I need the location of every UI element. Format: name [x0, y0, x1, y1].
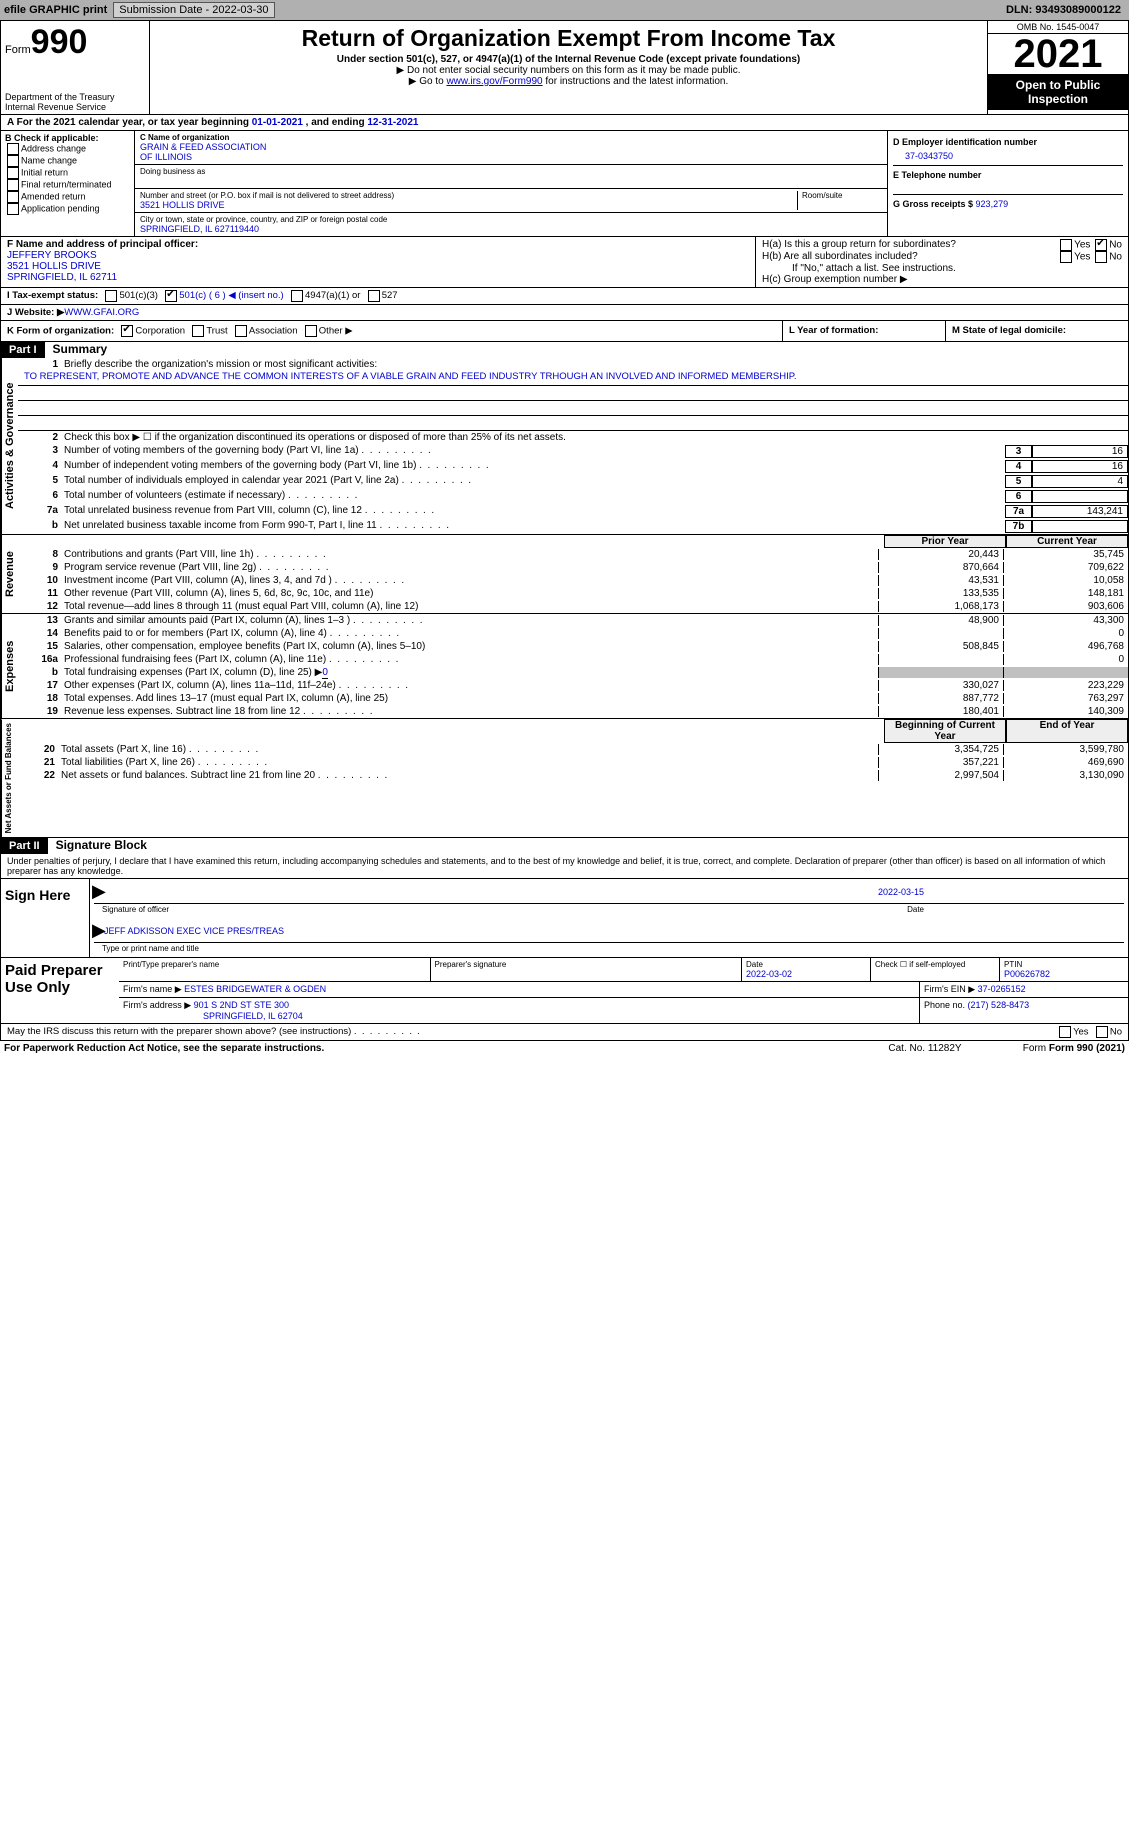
paid-preparer-label: Paid Preparer Use Only — [1, 958, 119, 1023]
sig-date: 2022-03-15 — [878, 887, 924, 897]
form-header-center: Return of Organization Exempt From Incom… — [150, 21, 987, 114]
org-city: SPRINGFIELD, IL 627119440 — [140, 224, 882, 234]
efile-toolbar: efile GRAPHIC print Submission Date - 20… — [0, 0, 1129, 20]
col-f-officer: F Name and address of principal officer:… — [1, 237, 756, 287]
form-header: Form990 Department of the Treasury Inter… — [0, 20, 1129, 115]
col-c-name-address: C Name of organization GRAIN & FEED ASSO… — [135, 131, 888, 236]
form-title: Return of Organization Exempt From Incom… — [156, 25, 981, 52]
officer-signature-line[interactable]: ▶ Signature of officer 2022-03-15 Date — [94, 881, 1124, 904]
line-a-calendar: A For the 2021 calendar year, or tax yea… — [0, 115, 1129, 131]
form-990-page: efile GRAPHIC print Submission Date - 20… — [0, 0, 1129, 1056]
form-header-left: Form990 Department of the Treasury Inter… — [1, 21, 150, 114]
hb-no[interactable] — [1095, 251, 1107, 263]
discuss-no[interactable] — [1096, 1026, 1108, 1038]
irs-label: Internal Revenue Service — [5, 102, 145, 112]
val-5: 4 — [1032, 475, 1128, 488]
check-initial-return[interactable] — [7, 167, 19, 179]
val-7b — [1032, 520, 1128, 533]
vlabel-expenses: Expenses — [1, 614, 18, 718]
sign-here-label: Sign Here — [1, 879, 90, 957]
perjury-declaration: Under penalties of perjury, I declare th… — [0, 854, 1129, 879]
officer-name-line: ▶ JEFF ADKISSON EXEC VICE PRES/TREAS Typ… — [94, 920, 1124, 943]
check-address-change[interactable] — [7, 143, 19, 155]
part-i-header: Part ISummary — [0, 342, 1129, 358]
hb-yes[interactable] — [1060, 251, 1072, 263]
k-other[interactable] — [305, 325, 317, 337]
entity-block: B Check if applicable: Address change Na… — [0, 131, 1129, 237]
org-street: 3521 HOLLIS DRIVE — [140, 200, 797, 210]
part-ii-header: Part IISignature Block — [0, 838, 1129, 854]
activities-governance-block: Activities & Governance 1Briefly describ… — [0, 358, 1129, 535]
signature-arrow-icon: ▶ — [92, 881, 106, 902]
paid-preparer-block: Paid Preparer Use Only Print/Type prepar… — [0, 958, 1129, 1024]
form-number: 990 — [31, 23, 88, 61]
line-i-tax-status: I Tax-exempt status: 501(c)(3) 501(c) ( … — [0, 288, 1129, 305]
org-name-2: OF ILLINOIS — [140, 152, 882, 162]
k-trust[interactable] — [192, 325, 204, 337]
k-corp[interactable] — [121, 325, 133, 337]
discuss-yes[interactable] — [1059, 1026, 1071, 1038]
i-4947[interactable] — [291, 290, 303, 302]
val-7a: 143,241 — [1032, 505, 1128, 518]
line-j-website: J Website: ▶ WWW.GFAI.ORG — [0, 305, 1129, 321]
col-b-checkboxes: B Check if applicable: Address change Na… — [1, 131, 135, 236]
i-501c[interactable] — [165, 290, 177, 302]
page-footer: For Paperwork Reduction Act Notice, see … — [0, 1041, 1129, 1056]
irs-form990-link[interactable]: www.irs.gov/Form990 — [446, 76, 542, 87]
efile-label: efile GRAPHIC print — [0, 4, 111, 16]
vlabel-revenue: Revenue — [1, 535, 18, 613]
k-assoc[interactable] — [235, 325, 247, 337]
ha-yes[interactable] — [1060, 239, 1072, 251]
org-name: GRAIN & FEED ASSOCIATION — [140, 142, 882, 152]
open-inspection: Open to Public Inspection — [988, 74, 1128, 110]
gross-receipts: 923,279 — [976, 199, 1009, 209]
vlabel-net-assets: Net Assets or Fund Balances — [1, 719, 15, 837]
net-assets-block: Net Assets or Fund Balances Beginning of… — [0, 719, 1129, 838]
check-app-pending[interactable] — [7, 203, 19, 215]
goto-notice: ▶ Go to www.irs.gov/Form990 for instruct… — [156, 76, 981, 87]
form-subtitle: Under section 501(c), 527, or 4947(a)(1)… — [156, 54, 981, 65]
form-word: Form — [5, 44, 31, 56]
dln-label: DLN: 93493089000122 — [1006, 4, 1129, 16]
form-header-right: OMB No. 1545-0047 2021 Open to Public In… — [987, 21, 1128, 114]
l-year-formation: L Year of formation: — [783, 321, 946, 341]
revenue-block: Revenue Prior YearCurrent Year 8Contribu… — [0, 535, 1129, 614]
line-k-l-m: K Form of organization: Corporation Trus… — [0, 321, 1129, 342]
officer-h-block: F Name and address of principal officer:… — [0, 237, 1129, 288]
website-value: WWW.GFAI.ORG — [64, 307, 139, 318]
expenses-block: Expenses 13Grants and similar amounts pa… — [0, 614, 1129, 719]
dept-treasury: Department of the Treasury — [5, 92, 145, 102]
ein-value: 37-0343750 — [893, 147, 1123, 161]
val-4: 16 — [1032, 460, 1128, 473]
check-amended[interactable] — [7, 191, 19, 203]
ha-no[interactable] — [1095, 239, 1107, 251]
ssn-notice: ▶ Do not enter social security numbers o… — [156, 65, 981, 76]
i-527[interactable] — [368, 290, 380, 302]
officer-name: JEFF ADKISSON EXEC VICE PRES/TREAS — [104, 926, 284, 936]
col-h-group: H(a) Is this a group return for subordin… — [756, 237, 1128, 287]
vlabel-activities: Activities & Governance — [1, 358, 18, 534]
col-d-ein: D Employer identification number 37-0343… — [888, 131, 1128, 236]
val-3: 16 — [1032, 445, 1128, 458]
mission-text: TO REPRESENT, PROMOTE AND ADVANCE THE CO… — [18, 371, 1128, 386]
m-state-domicile: M State of legal domicile: — [946, 321, 1128, 341]
signature-block: Sign Here ▶ Signature of officer 2022-03… — [0, 879, 1129, 958]
check-name-change[interactable] — [7, 155, 19, 167]
check-final-return[interactable] — [7, 179, 19, 191]
submission-date-button[interactable]: Submission Date - 2022-03-30 — [113, 2, 274, 18]
val-6 — [1032, 490, 1128, 503]
irs-discuss-row: May the IRS discuss this return with the… — [0, 1024, 1129, 1041]
tax-year: 2021 — [988, 34, 1128, 74]
i-501c3[interactable] — [105, 290, 117, 302]
